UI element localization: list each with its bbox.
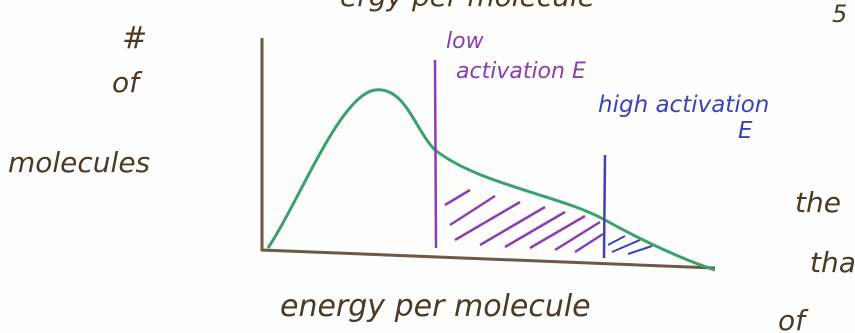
x-label: energy per molecule bbox=[280, 289, 591, 324]
high-label: E bbox=[738, 118, 753, 144]
top-fragment: ergy per molecule bbox=[340, 0, 595, 13]
low-activation-line bbox=[435, 60, 436, 248]
y-label-symbol: # bbox=[122, 21, 147, 56]
low-label: activation E bbox=[456, 59, 586, 84]
right-fragment: of bbox=[778, 304, 809, 333]
low-label: low bbox=[446, 29, 485, 54]
high-label: high activation bbox=[598, 92, 769, 118]
hatch-high bbox=[608, 236, 652, 254]
diagram: ergy per molecule 5 # of molecules low a… bbox=[0, 0, 855, 333]
page-number-fragment: 5 bbox=[832, 0, 847, 28]
y-label-line: of bbox=[112, 66, 143, 99]
right-fragment: tha bbox=[810, 246, 855, 279]
hatch bbox=[445, 190, 603, 252]
high-activation-line bbox=[604, 155, 605, 258]
right-fragment: the bbox=[795, 186, 841, 219]
y-label-line: molecules bbox=[8, 146, 150, 179]
